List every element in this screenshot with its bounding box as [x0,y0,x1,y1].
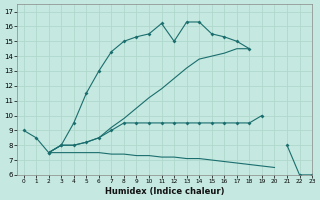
X-axis label: Humidex (Indice chaleur): Humidex (Indice chaleur) [105,187,224,196]
